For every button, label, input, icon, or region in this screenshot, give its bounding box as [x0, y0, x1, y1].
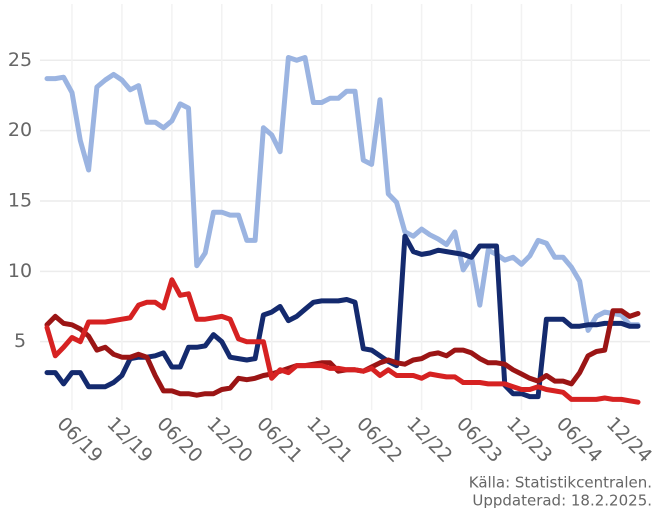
series-line: [44, 277, 641, 405]
y-tick-label: 10: [8, 260, 32, 282]
x-tick-label: 12/22: [402, 413, 456, 467]
source: Källa: Statistikcentralen.: [469, 474, 652, 492]
x-tick-label: 06/22: [352, 413, 406, 467]
updated: Uppdaterad: 18.2.2025.: [472, 492, 652, 508]
x-tick-label: 06/20: [152, 413, 206, 467]
x-tick-label: 12/24: [602, 413, 656, 467]
x-tick-label: 06/24: [552, 413, 606, 467]
series-line: [44, 55, 641, 333]
y-tick-label: 5: [14, 330, 26, 352]
y-tick-label: 15: [8, 189, 32, 211]
x-tick-label: 06/19: [53, 413, 107, 467]
x-tick-label: 12/19: [102, 413, 156, 467]
series-line: [44, 308, 641, 398]
x-tick-label: 12/21: [302, 413, 356, 467]
y-tick-label: 20: [8, 119, 32, 141]
x-tick-label: 06/23: [452, 413, 506, 467]
x-tick-label: 06/21: [252, 413, 306, 467]
x-tick-label: 12/20: [202, 413, 256, 467]
y-tick-label: 25: [8, 49, 32, 71]
x-tick-label: 12/23: [502, 413, 556, 467]
